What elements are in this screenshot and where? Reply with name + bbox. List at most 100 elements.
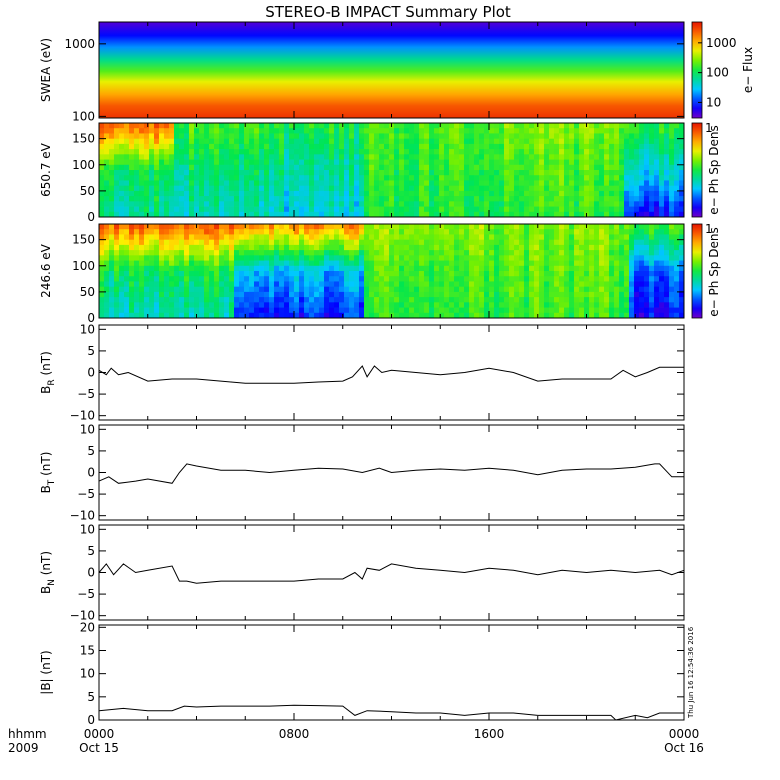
heatmap-cell bbox=[369, 250, 375, 256]
heatmap-cell bbox=[289, 143, 295, 150]
y-tick-label: 10 bbox=[80, 422, 95, 436]
heatmap-cell bbox=[569, 260, 575, 267]
heatmap-cell bbox=[669, 164, 675, 171]
heatmap-cell bbox=[369, 138, 375, 145]
heatmap-cell bbox=[549, 281, 555, 288]
heatmap-cell bbox=[264, 159, 270, 166]
heatmap-cell bbox=[309, 170, 315, 176]
heatmap-cell bbox=[284, 224, 290, 230]
heatmap-cell bbox=[199, 185, 205, 192]
heatmap-cell bbox=[514, 250, 520, 256]
heatmap-cell bbox=[524, 149, 530, 155]
heatmap-cell bbox=[184, 307, 190, 314]
heatmap-cell bbox=[219, 244, 225, 251]
heatmap-cell bbox=[629, 154, 635, 160]
heatmap-cell bbox=[154, 133, 160, 140]
heatmap-cell bbox=[309, 312, 315, 319]
heatmap-cell bbox=[339, 190, 345, 197]
heatmap-cell bbox=[129, 234, 135, 241]
heatmap-cell bbox=[349, 307, 355, 314]
heatmap-cell bbox=[579, 234, 585, 241]
heatmap-cell bbox=[494, 190, 500, 197]
heatmap-cell bbox=[179, 224, 185, 230]
heatmap-cell bbox=[314, 281, 320, 288]
heatmap-cell bbox=[484, 250, 490, 256]
heatmap-cell bbox=[204, 312, 210, 319]
heatmap-cell bbox=[304, 190, 310, 197]
heatmap-cell bbox=[109, 159, 115, 166]
heatmap-cell bbox=[424, 234, 430, 241]
heatmap-cell bbox=[179, 196, 185, 202]
heatmap-cell bbox=[519, 244, 525, 251]
heatmap-cell bbox=[589, 185, 595, 192]
heatmap-cell bbox=[184, 175, 190, 181]
heatmap-cell bbox=[324, 250, 330, 256]
heatmap-cell bbox=[339, 276, 345, 282]
heatmap-cell bbox=[644, 133, 650, 140]
heatmap-cell bbox=[524, 196, 530, 202]
heatmap-cell bbox=[469, 224, 475, 230]
heatmap-cell bbox=[389, 271, 395, 277]
heatmap-cell bbox=[519, 239, 525, 246]
heatmap-cell bbox=[419, 307, 425, 314]
heatmap-cell bbox=[494, 260, 500, 267]
heatmap-cell bbox=[514, 312, 520, 319]
heatmap-cell bbox=[409, 190, 415, 197]
heatmap-cell bbox=[649, 297, 655, 303]
heatmap-cell bbox=[119, 196, 125, 202]
heatmap-cell bbox=[369, 133, 375, 140]
heatmap-cell bbox=[159, 211, 165, 218]
heatmap-cell bbox=[444, 138, 450, 145]
heatmap-cell bbox=[299, 170, 305, 176]
heatmap-cell bbox=[304, 149, 310, 155]
heatmap-cell bbox=[664, 307, 670, 314]
heatmap-cell bbox=[279, 196, 285, 202]
heatmap-cell bbox=[429, 196, 435, 202]
heatmap-cell bbox=[604, 170, 610, 176]
heatmap-cell bbox=[669, 190, 675, 197]
heatmap-cell bbox=[229, 190, 235, 197]
heatmap-cell bbox=[299, 265, 305, 272]
heatmap-cell bbox=[439, 250, 445, 256]
heatmap-cell bbox=[534, 164, 540, 171]
heatmap-cell bbox=[264, 175, 270, 181]
heatmap-cell bbox=[419, 229, 425, 235]
heatmap-cell bbox=[114, 154, 120, 160]
heatmap-cell bbox=[419, 175, 425, 181]
heatmap-cell bbox=[654, 302, 660, 308]
heatmap-cell bbox=[259, 164, 265, 171]
heatmap-cell bbox=[149, 175, 155, 181]
heatmap-cell bbox=[119, 206, 125, 213]
heatmap-cell bbox=[434, 211, 440, 218]
heatmap-cell bbox=[614, 180, 620, 187]
heatmap-cell bbox=[284, 196, 290, 202]
heatmap-cell bbox=[139, 154, 145, 160]
heatmap-cell bbox=[184, 271, 190, 277]
heatmap-cell bbox=[639, 211, 645, 218]
heatmap-cell bbox=[674, 185, 680, 192]
heatmap-cell bbox=[344, 159, 350, 166]
heatmap-cell bbox=[454, 234, 460, 241]
heatmap-cell bbox=[109, 164, 115, 171]
heatmap-cell bbox=[299, 206, 305, 213]
heatmap-cell bbox=[544, 175, 550, 181]
heatmap-cell bbox=[374, 164, 380, 171]
heatmap-cell bbox=[269, 170, 275, 176]
heatmap-cell bbox=[674, 312, 680, 319]
heatmap-cell bbox=[389, 206, 395, 213]
heatmap-cell bbox=[334, 164, 340, 171]
heatmap-cell bbox=[374, 143, 380, 150]
heatmap-cell bbox=[254, 180, 260, 187]
heatmap-cell bbox=[529, 224, 535, 230]
heatmap-cell bbox=[474, 123, 480, 129]
heatmap-cell bbox=[289, 255, 295, 261]
heatmap-cell bbox=[284, 312, 290, 319]
heatmap-cell bbox=[629, 265, 635, 272]
heatmap-cell bbox=[519, 234, 525, 241]
heatmap-cell bbox=[644, 239, 650, 246]
colorbar-tick-label: 100 bbox=[706, 66, 729, 80]
heatmap-cell bbox=[559, 159, 565, 166]
heatmap-cell bbox=[529, 196, 535, 202]
